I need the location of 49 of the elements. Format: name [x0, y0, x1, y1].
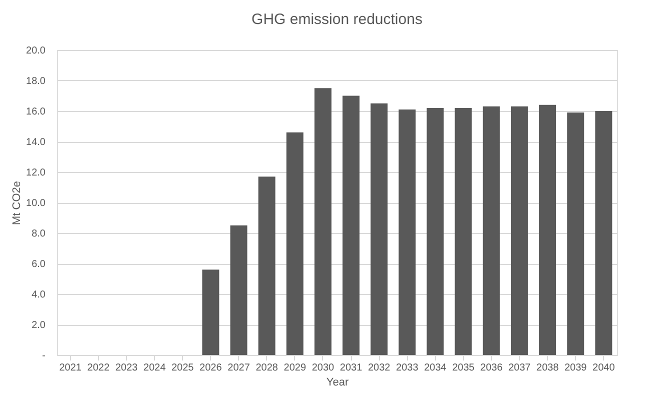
x-tick-label: 2022	[87, 362, 110, 374]
bar	[510, 106, 528, 355]
y-tick-label: 2.0	[32, 320, 46, 331]
x-axis-title: Year	[326, 376, 349, 388]
x-tick-label: 2032	[368, 362, 391, 374]
bar	[370, 103, 388, 355]
x-tick-label: 2028	[256, 362, 278, 374]
x-tick-label: 2037	[508, 362, 532, 374]
y-axis-title: Mt CO2e	[11, 180, 24, 226]
y-tick-label: 10.0	[26, 198, 46, 209]
bar	[230, 225, 248, 355]
x-tick-label: 2036	[480, 362, 503, 374]
y-tick-label: 6.0	[32, 259, 46, 270]
bar	[567, 112, 584, 355]
y-tick-label: 20.0	[26, 46, 46, 56]
y-tick-label: 18.0	[26, 76, 46, 87]
x-tick-label: 2025	[171, 362, 194, 374]
x-tick-label: 2033	[396, 362, 419, 374]
y-tick-label: 12.0	[26, 168, 46, 178]
x-tick-label: 2034	[424, 362, 447, 374]
y-tick-label: -	[42, 350, 46, 362]
x-tick-label: 2039	[564, 362, 588, 374]
x-tick-label: 2040	[592, 362, 616, 374]
bar	[342, 96, 360, 355]
x-tick-label: 2027	[228, 362, 250, 374]
x-tick-label: 2035	[452, 362, 475, 374]
bar	[202, 270, 220, 355]
x-tick-label: 2021	[59, 362, 82, 374]
x-tick-label: 2024	[143, 362, 166, 374]
y-tick-label: 8.0	[32, 228, 46, 240]
x-tick-label: 2031	[340, 362, 363, 374]
bar	[286, 132, 304, 355]
bar	[539, 104, 556, 355]
bar	[426, 108, 444, 355]
bar	[314, 88, 332, 355]
bar	[482, 106, 500, 355]
y-tick-label: 14.0	[26, 137, 46, 148]
x-tick-label: 2026	[200, 362, 222, 374]
bar	[454, 108, 472, 355]
bar	[398, 109, 416, 355]
x-tick-label: 2029	[284, 362, 306, 374]
x-tick-label: 2023	[115, 362, 138, 374]
x-tick-label: 2038	[536, 362, 560, 374]
bar	[258, 176, 276, 355]
chart-title: GHG emission reductions	[252, 11, 422, 28]
x-tick-label: 2030	[312, 362, 335, 374]
bar	[595, 111, 612, 355]
y-tick-label: 16.0	[26, 106, 46, 118]
y-tick-label: 4.0	[32, 290, 46, 300]
